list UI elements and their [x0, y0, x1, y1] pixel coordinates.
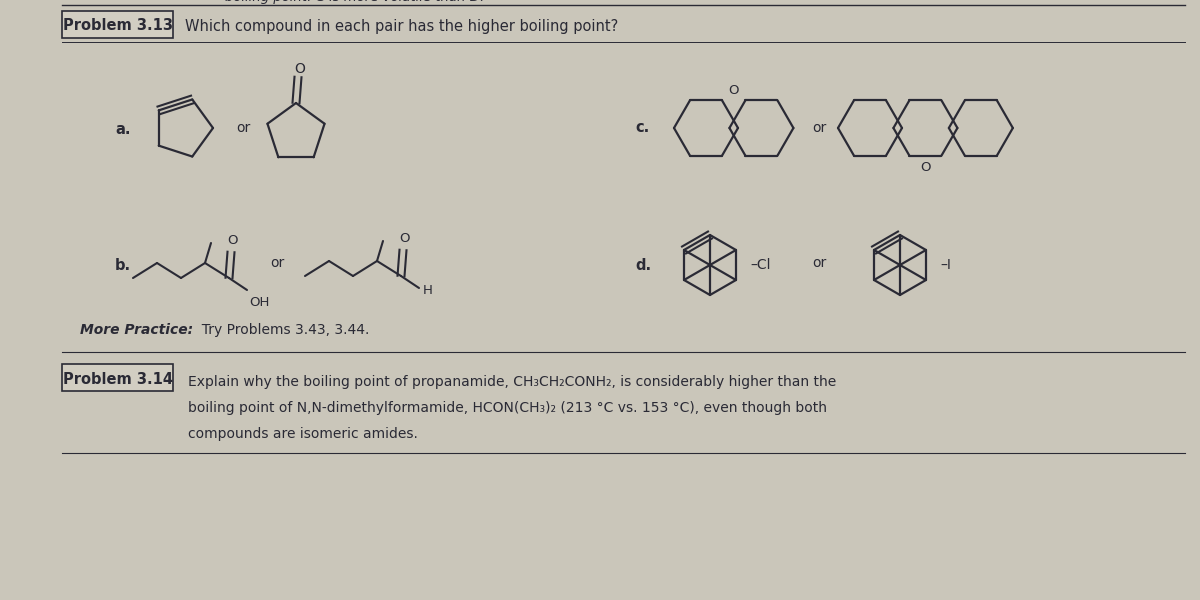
Text: a.: a.: [115, 122, 131, 137]
Text: O: O: [228, 233, 239, 247]
Text: Which compound in each pair has the higher boiling point?: Which compound in each pair has the high…: [185, 19, 618, 34]
Text: Problem 3.14: Problem 3.14: [64, 371, 173, 386]
Text: More Practice:: More Practice:: [80, 323, 193, 337]
Text: compounds are isomeric amides.: compounds are isomeric amides.: [188, 427, 418, 441]
Text: O: O: [920, 161, 931, 174]
Text: boiling point of N,N-dimethylformamide, HCON(CH₃)₂ (213 °C vs. 153 °C), even tho: boiling point of N,N-dimethylformamide, …: [188, 401, 827, 415]
Text: or: or: [812, 121, 827, 135]
Text: or: or: [270, 256, 284, 270]
Text: d.: d.: [635, 257, 652, 272]
Text: H: H: [424, 284, 433, 298]
Text: or: or: [812, 256, 827, 270]
Text: or: or: [236, 121, 251, 135]
Text: Problem 3.13: Problem 3.13: [64, 19, 173, 34]
Text: –I: –I: [940, 258, 950, 272]
Text: b.: b.: [115, 257, 131, 272]
Text: Try Problems 3.43, 3.44.: Try Problems 3.43, 3.44.: [193, 323, 370, 337]
Text: c.: c.: [635, 121, 649, 136]
Text: O: O: [400, 232, 410, 245]
Text: Explain why the boiling point of propanamide, CH₃CH₂CONH₂, is considerably highe: Explain why the boiling point of propana…: [188, 375, 836, 389]
Text: –Cl: –Cl: [750, 258, 770, 272]
Text: O: O: [728, 84, 739, 97]
FancyBboxPatch shape: [61, 10, 173, 37]
FancyBboxPatch shape: [61, 364, 173, 391]
Text: OH: OH: [250, 296, 269, 309]
Text: O: O: [294, 62, 306, 76]
Text: boiling point. C is more volatile than D.: boiling point. C is more volatile than D…: [226, 0, 485, 4]
